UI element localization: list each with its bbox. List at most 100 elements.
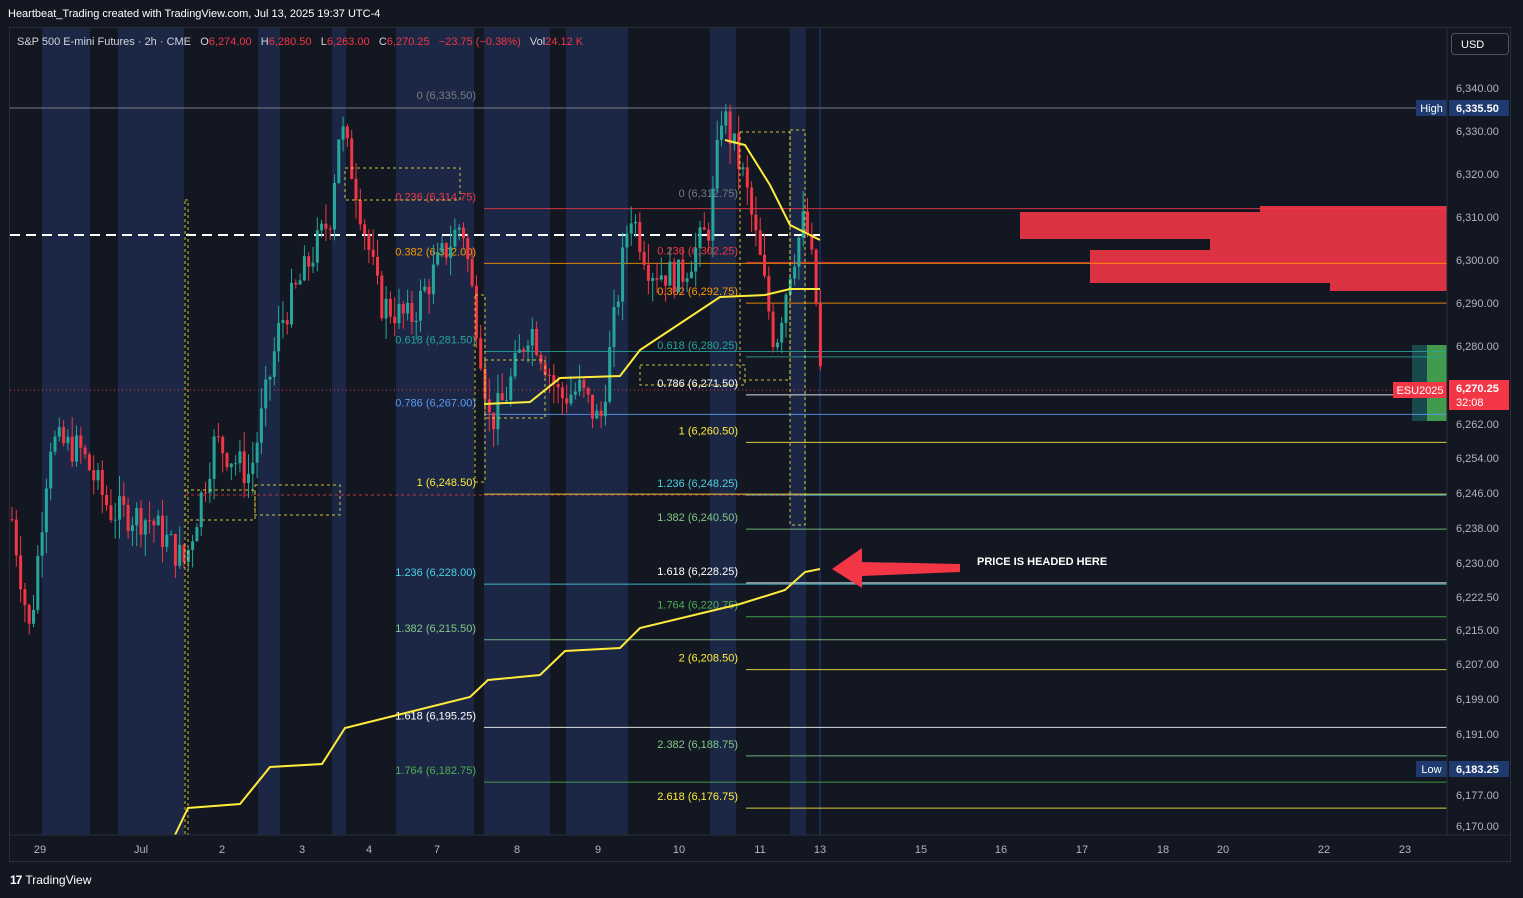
candle-body — [251, 462, 255, 475]
candle-body — [315, 230, 319, 263]
candle-body — [169, 534, 173, 536]
session-band — [258, 28, 280, 835]
candle-body — [474, 285, 478, 339]
candle-body — [419, 290, 422, 321]
candle-body — [36, 555, 40, 610]
candle-body — [603, 401, 607, 417]
x-tick-label: 16 — [995, 844, 1007, 856]
y-tick-label: 6,215.00 — [1456, 625, 1499, 637]
candle-body — [152, 520, 156, 526]
fib-label: 1.618 (6,228.25) — [657, 566, 738, 578]
volume-profile-bar — [1090, 262, 1447, 283]
fib-label: 2 (6,208.50) — [679, 653, 738, 665]
tradingview-logo-mark: 17 — [10, 873, 22, 887]
candle-body — [651, 278, 655, 281]
candle-body — [126, 504, 130, 532]
candle-body — [62, 427, 66, 444]
candle-body — [328, 228, 332, 230]
candle-body — [118, 496, 121, 520]
candle-body — [539, 354, 543, 364]
zone-box — [484, 359, 546, 419]
candle-body — [694, 248, 698, 272]
y-tick-label: 6,340.00 — [1456, 83, 1499, 95]
close-label: C — [378, 36, 387, 48]
symbol-name[interactable]: S&P 500 E-mini Futures · 2h · CME — [17, 36, 192, 48]
candle-body — [737, 133, 741, 169]
candle-body — [156, 515, 160, 526]
candle-body — [79, 435, 83, 448]
candle-body — [23, 589, 27, 606]
zone-box — [254, 484, 341, 516]
tradingview-logo[interactable]: 17 TradingView — [10, 873, 91, 887]
candle-body — [698, 227, 702, 249]
candle-body — [818, 303, 822, 367]
y-tick-label: 6,310.00 — [1456, 212, 1499, 224]
candle-body — [221, 436, 225, 454]
candle-body — [689, 271, 693, 279]
candle-body — [57, 427, 61, 437]
candle-body — [556, 384, 560, 388]
candle-body — [298, 280, 302, 285]
candle-body — [462, 227, 465, 239]
candle-body — [410, 302, 414, 323]
high-value: 6,335.50 — [1456, 103, 1499, 115]
volume-profile-bar — [1020, 225, 1447, 239]
candle-body — [130, 525, 134, 532]
y-tick-label: 6,177.00 — [1456, 790, 1499, 802]
candle-body — [281, 320, 285, 323]
fib-label: 0 (6,335.50) — [417, 90, 476, 102]
candle-body — [629, 223, 633, 234]
candle-body — [49, 451, 53, 489]
candle-body — [586, 388, 590, 395]
x-tick-label: 20 — [1217, 844, 1229, 856]
y-tick-label: 6,246.00 — [1456, 488, 1499, 500]
open-label: O — [200, 36, 209, 48]
candle-body — [191, 541, 195, 550]
candle-body — [195, 527, 199, 542]
open-value: 6,274.00 — [208, 36, 252, 48]
candle-body — [272, 351, 276, 377]
fib-label: 0.786 (6,271.50) — [657, 378, 738, 390]
candle-body — [771, 311, 775, 348]
candle-body — [732, 133, 736, 144]
candle-body — [311, 262, 315, 267]
candle-body — [466, 238, 470, 260]
candle-body — [625, 233, 629, 248]
last-symbol-label: ESU2025 — [1396, 385, 1443, 397]
candle-body — [608, 346, 612, 402]
candle-body — [255, 442, 259, 463]
bar-countdown: 32:08 — [1456, 397, 1484, 409]
candle-body — [668, 261, 672, 286]
y-tick-label: 6,230.00 — [1456, 558, 1499, 570]
candle-body — [775, 342, 779, 348]
last-price-tag — [1449, 380, 1509, 410]
candle-body — [401, 303, 405, 314]
candle-body — [75, 435, 78, 462]
candle-body — [423, 286, 427, 291]
fib-label: 1.236 (6,248.25) — [657, 478, 738, 490]
x-tick-label: 15 — [915, 844, 927, 856]
annotation-label: PRICE IS HEADED HERE — [977, 556, 1107, 568]
candle-body — [100, 470, 104, 495]
volume-profile-bar — [1020, 212, 1447, 225]
candle-body — [10, 519, 14, 521]
y-tick-label: 6,238.00 — [1456, 523, 1499, 535]
candle-body — [307, 256, 311, 267]
candle-body — [363, 224, 367, 235]
candle-body — [806, 211, 809, 235]
change-value: −23.75 (−0.38%) — [438, 36, 521, 48]
fib-label: 0.618 (6,281.50) — [395, 335, 476, 347]
zone-box — [474, 294, 486, 483]
candle-body — [277, 322, 281, 352]
candle-body — [345, 126, 349, 139]
candle-body — [324, 223, 328, 229]
candle-body — [517, 349, 521, 353]
candle-body — [444, 243, 448, 258]
candle-body — [569, 394, 573, 404]
candle-body — [229, 463, 233, 468]
currency-button[interactable]: USD — [1451, 33, 1509, 55]
candle-body — [745, 167, 749, 188]
candle-body — [543, 363, 547, 376]
x-tick-label: 2 — [219, 844, 225, 856]
